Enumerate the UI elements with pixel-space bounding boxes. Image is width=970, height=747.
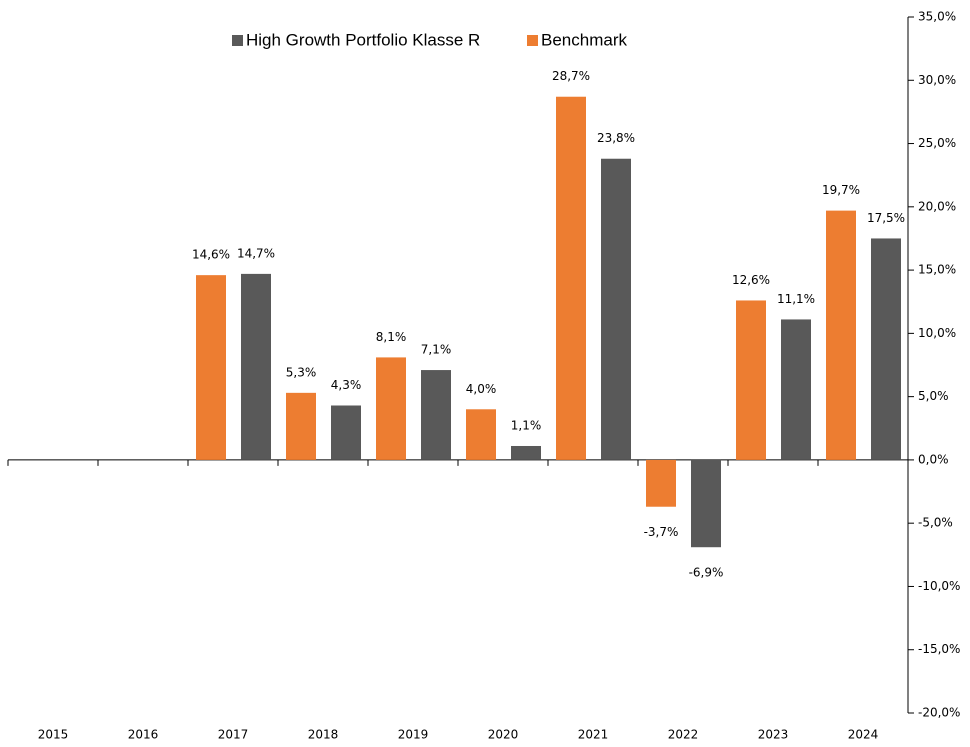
data-label: 1,1% xyxy=(511,418,542,432)
bar xyxy=(556,96,586,460)
y-tick-label: 0,0% xyxy=(918,452,949,466)
bar xyxy=(601,158,631,460)
legend-text: Benchmark xyxy=(541,30,627,49)
y-tick-label: -20,0% xyxy=(918,706,960,720)
y-tick-label: 35,0% xyxy=(918,10,956,24)
bar xyxy=(421,370,451,460)
data-label: -3,7% xyxy=(644,525,679,539)
data-label: 5,3% xyxy=(286,365,317,379)
y-tick-label: -5,0% xyxy=(918,516,953,530)
legend-swatch xyxy=(232,35,243,46)
legend-text: High Growth Portfolio Klasse R xyxy=(246,30,480,49)
data-label: 4,3% xyxy=(331,378,362,392)
x-tick-label: 2021 xyxy=(578,728,609,742)
data-label: 12,6% xyxy=(732,273,770,287)
y-tick-label: 25,0% xyxy=(918,136,956,150)
y-tick-label: 15,0% xyxy=(918,263,956,277)
x-tick-label: 2015 xyxy=(38,728,69,742)
x-tick-label: 2022 xyxy=(668,728,699,742)
data-label: 8,1% xyxy=(376,330,407,344)
data-label: 17,5% xyxy=(867,211,905,225)
bar xyxy=(646,459,676,507)
y-tick-label: 10,0% xyxy=(918,326,956,340)
y-tick-label: 5,0% xyxy=(918,389,949,403)
x-tick-label: 2023 xyxy=(758,728,789,742)
data-label: 14,7% xyxy=(237,246,275,260)
y-tick-label: -10,0% xyxy=(918,579,960,593)
y-tick-label: -15,0% xyxy=(918,642,960,656)
legend-swatch xyxy=(527,35,538,46)
bar xyxy=(286,392,316,460)
bar xyxy=(871,238,901,460)
data-label: 7,1% xyxy=(421,343,452,357)
x-tick-label: 2016 xyxy=(128,728,159,742)
bar xyxy=(196,275,226,460)
data-label: 4,0% xyxy=(466,382,497,396)
data-label: 28,7% xyxy=(552,69,590,83)
y-tick-label: 20,0% xyxy=(918,199,956,213)
bar xyxy=(331,405,361,460)
x-tick-label: 2024 xyxy=(848,728,879,742)
bar xyxy=(736,300,766,460)
bar xyxy=(511,445,541,460)
x-tick-label: 2018 xyxy=(308,728,339,742)
bar xyxy=(241,273,271,460)
data-label: 19,7% xyxy=(822,183,860,197)
data-label: 11,1% xyxy=(777,292,815,306)
x-tick-label: 2020 xyxy=(488,728,519,742)
x-tick-label: 2017 xyxy=(218,728,249,742)
bar xyxy=(691,459,721,548)
bar xyxy=(376,357,406,460)
data-label: 14,6% xyxy=(192,248,230,262)
data-label: 23,8% xyxy=(597,131,635,145)
data-label: -6,9% xyxy=(689,566,724,580)
bar xyxy=(826,210,856,460)
bar xyxy=(781,319,811,460)
x-tick-label: 2019 xyxy=(398,728,429,742)
y-tick-label: 30,0% xyxy=(918,73,956,87)
bar xyxy=(466,409,496,460)
